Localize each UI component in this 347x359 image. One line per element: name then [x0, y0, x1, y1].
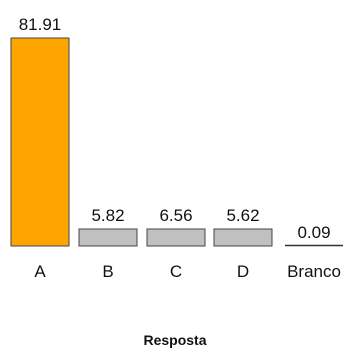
x-tick-c: C — [170, 262, 182, 281]
x-tick-d: D — [237, 262, 249, 281]
value-label-a: 81.91 — [19, 15, 62, 34]
bar-d — [213, 228, 273, 247]
value-label-branco: 0.09 — [297, 223, 330, 242]
value-label-c: 6.56 — [159, 206, 192, 225]
x-tick-branco: Branco — [287, 262, 341, 281]
bars-layer — [10, 37, 343, 247]
x-tick-a: A — [34, 262, 46, 281]
x-tick-labels: A B C D Branco — [34, 262, 341, 281]
bar-a — [10, 37, 70, 247]
bar-c — [146, 228, 206, 247]
x-axis-title: Resposta — [143, 332, 206, 348]
x-tick-b: B — [102, 262, 113, 281]
value-label-b: 5.82 — [91, 206, 124, 225]
value-label-d: 5.62 — [226, 206, 259, 225]
value-labels-layer: 81.91 5.82 6.56 5.62 0.09 — [19, 15, 331, 242]
bar-b — [78, 228, 138, 247]
